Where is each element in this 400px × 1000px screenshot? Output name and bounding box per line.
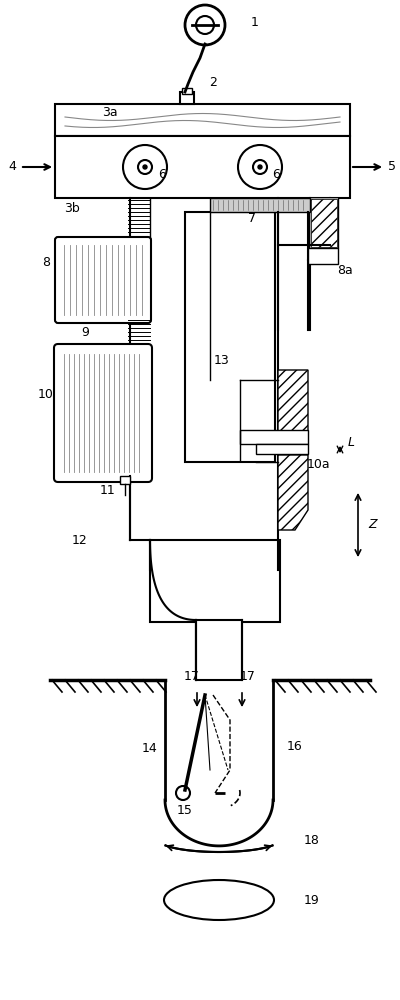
- Bar: [310, 198, 338, 248]
- Circle shape: [143, 165, 147, 169]
- Bar: [55, 136, 350, 198]
- Text: 3a: 3a: [102, 105, 118, 118]
- Text: 13: 13: [214, 354, 230, 366]
- Circle shape: [258, 165, 262, 169]
- Bar: [196, 620, 242, 680]
- Text: 2: 2: [209, 76, 217, 89]
- Polygon shape: [278, 455, 308, 530]
- Text: 18: 18: [304, 834, 320, 846]
- Bar: [55, 104, 350, 136]
- Bar: [256, 444, 308, 454]
- Text: 9: 9: [81, 326, 89, 338]
- Bar: [150, 540, 280, 622]
- Text: 16: 16: [287, 740, 303, 752]
- Bar: [210, 198, 310, 212]
- FancyBboxPatch shape: [54, 344, 152, 482]
- Text: 15: 15: [177, 804, 193, 816]
- FancyBboxPatch shape: [55, 237, 151, 323]
- Text: 6: 6: [158, 168, 166, 182]
- Bar: [120, 476, 130, 484]
- Text: 8: 8: [42, 255, 50, 268]
- Text: 6: 6: [272, 168, 280, 182]
- Polygon shape: [278, 370, 308, 460]
- Text: L: L: [348, 436, 355, 448]
- Text: 17: 17: [240, 670, 256, 682]
- Bar: [185, 212, 275, 462]
- Bar: [240, 430, 308, 444]
- Bar: [310, 198, 338, 248]
- Text: 1: 1: [251, 15, 259, 28]
- Bar: [180, 92, 194, 104]
- Text: 11: 11: [100, 484, 116, 496]
- Text: 8a: 8a: [337, 263, 353, 276]
- Text: 10: 10: [38, 388, 54, 401]
- Text: 3b: 3b: [64, 202, 80, 215]
- Text: 4: 4: [8, 160, 16, 174]
- Bar: [311, 199, 337, 247]
- Text: Z: Z: [368, 518, 377, 532]
- Text: 10a: 10a: [306, 458, 330, 471]
- Text: 19: 19: [304, 894, 320, 906]
- Bar: [308, 248, 338, 264]
- Text: 17: 17: [184, 670, 200, 682]
- Text: 5: 5: [388, 160, 396, 174]
- Text: 12: 12: [72, 534, 88, 546]
- Text: 7: 7: [248, 212, 256, 225]
- Bar: [182, 88, 192, 94]
- Text: 14: 14: [142, 742, 158, 754]
